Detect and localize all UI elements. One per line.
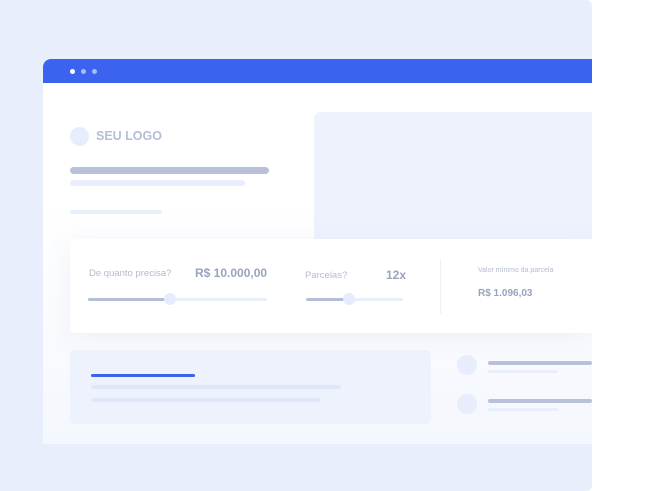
- divider: [440, 259, 441, 314]
- logo-circle-icon: [70, 127, 89, 146]
- list-item-placeholder: [488, 361, 592, 365]
- list-item-placeholder: [488, 408, 558, 411]
- installments-slider-fill: [306, 298, 349, 301]
- window-dot-icon: [81, 69, 86, 74]
- loan-simulator-card: De quanto precisa? R$ 10.000,00 Parcelas…: [70, 239, 592, 333]
- amount-value: R$ 10.000,00: [195, 266, 268, 280]
- text-placeholder: [70, 210, 162, 214]
- hero-image-placeholder: [314, 112, 592, 252]
- accent-line: [91, 374, 195, 377]
- min-installment-label: Valor mínimo da parcela: [478, 267, 554, 274]
- amount-slider-fill: [88, 298, 171, 301]
- browser-window: SEU LOGO De quanto precisa? R$ 10.000,00…: [43, 59, 592, 444]
- window-dot-icon: [92, 69, 97, 74]
- content-box: [70, 350, 431, 424]
- amount-label: De quanto precisa?: [89, 268, 172, 279]
- list-item-placeholder: [488, 399, 592, 403]
- list-item-placeholder: [488, 370, 558, 373]
- installments-slider[interactable]: [306, 293, 403, 305]
- window-dot-icon: [70, 69, 75, 74]
- installments-label: Parcelas?: [305, 270, 348, 281]
- list-item-icon: [457, 394, 477, 414]
- browser-title-bar: [43, 59, 592, 83]
- text-placeholder: [91, 385, 341, 389]
- logo-text: SEU LOGO: [96, 129, 162, 143]
- installments-slider-thumb[interactable]: [342, 293, 355, 305]
- min-installment-value: R$ 1.096,03: [478, 288, 533, 299]
- amount-slider-thumb[interactable]: [164, 293, 177, 305]
- installments-value: 12x: [386, 268, 407, 282]
- subtitle-placeholder: [70, 180, 245, 186]
- list-item-icon: [457, 355, 477, 375]
- headline-placeholder: [70, 167, 269, 174]
- text-placeholder: [91, 398, 321, 402]
- amount-slider[interactable]: [88, 293, 267, 305]
